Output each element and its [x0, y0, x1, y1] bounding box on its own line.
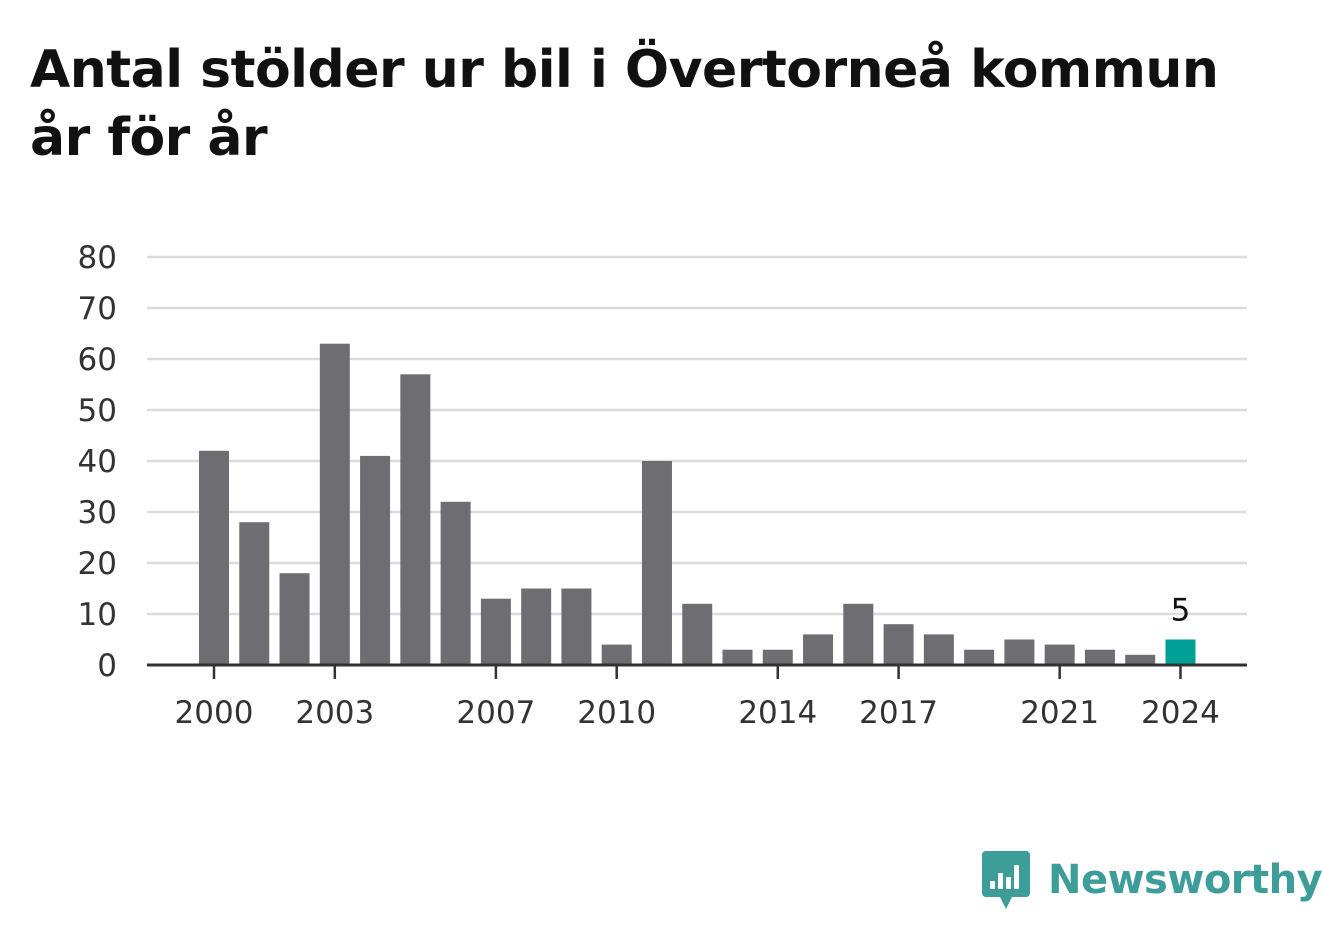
- bar-2024: [1165, 639, 1196, 665]
- bar-2004: [360, 455, 391, 665]
- bar-2021: [1044, 644, 1075, 665]
- bar-2020: [1004, 639, 1035, 665]
- bar-2016: [843, 603, 874, 665]
- y-tick-label-70: 70: [78, 291, 117, 327]
- gridlines: [147, 255, 1247, 616]
- bar-2014: [762, 649, 793, 665]
- bar-2000: [199, 450, 229, 665]
- y-tick-label-30: 30: [78, 495, 117, 531]
- brand-name: Newsworthy: [1048, 857, 1322, 903]
- y-tick-label-0: 0: [97, 648, 117, 684]
- newsworthy-logo: Newsworthy: [982, 850, 1322, 910]
- bar-2022: [1084, 649, 1115, 665]
- y-axis-tick-labels: 0 10 20 30 40 50 60 70 80: [78, 240, 117, 684]
- y-tick-label-50: 50: [78, 393, 117, 429]
- x-tick-label-2024: 2024: [1141, 695, 1220, 731]
- highlight-value-label: 5: [1171, 593, 1191, 629]
- annotations: 5: [1171, 593, 1191, 629]
- chart-title: Antal stölder ur bil i Övertorneå kommun…: [30, 40, 1219, 168]
- bar-2002: [279, 573, 310, 665]
- bar-2015: [803, 634, 834, 665]
- bar-2018: [923, 634, 954, 665]
- y-tick-label-40: 40: [78, 444, 117, 480]
- bar-2005: [400, 374, 431, 665]
- x-tick-label-2000: 2000: [175, 695, 254, 731]
- bar-2008: [521, 588, 552, 665]
- y-tick-label-80: 80: [78, 240, 117, 276]
- x-tick-label-2007: 2007: [456, 695, 535, 731]
- y-tick-label-60: 60: [78, 342, 117, 378]
- bar-chart-speech-bubble-icon: [982, 851, 1030, 909]
- x-tick-label-2003: 2003: [295, 695, 374, 731]
- bar-2011: [641, 461, 672, 665]
- bar-2009: [561, 588, 592, 665]
- bar-2017: [883, 624, 914, 665]
- bar-2003: [319, 343, 350, 665]
- bar-2012: [682, 603, 713, 665]
- bar-2006: [440, 501, 471, 665]
- bar-2010: [601, 644, 632, 665]
- y-tick-label-20: 20: [78, 546, 117, 582]
- bars: [199, 343, 1196, 665]
- bar-2019: [964, 649, 995, 665]
- x-tick-label-2014: 2014: [738, 695, 817, 731]
- bar-2013: [722, 649, 753, 665]
- y-tick-label-10: 10: [78, 597, 117, 633]
- bar-2007: [480, 598, 511, 665]
- x-tick-label-2017: 2017: [859, 695, 938, 731]
- bar-2023: [1125, 654, 1156, 665]
- x-tick-label-2010: 2010: [577, 695, 656, 731]
- x-tick-label-2021: 2021: [1020, 695, 1099, 731]
- bar-2001: [239, 522, 270, 665]
- x-axis: 2000 2003 2007 2010 2014 2017 2021 2024: [147, 663, 1247, 731]
